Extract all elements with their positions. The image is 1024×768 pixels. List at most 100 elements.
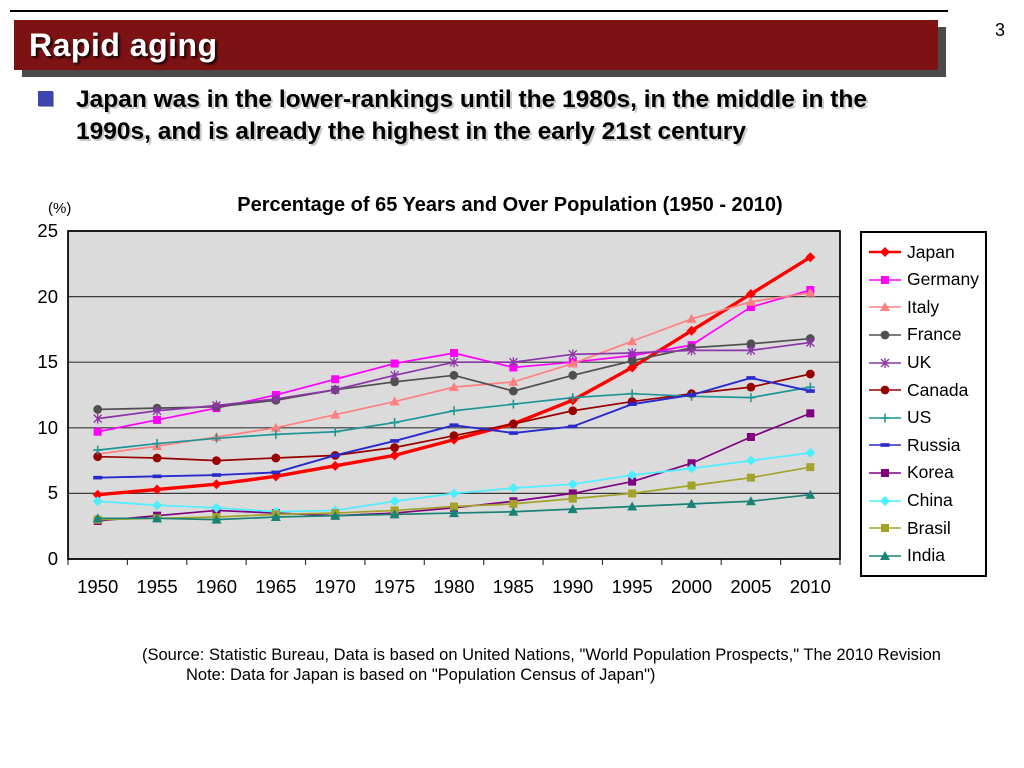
legend-label: US (907, 407, 932, 428)
bullet-text-line2: 1990s, and is already the highest in the… (76, 118, 746, 145)
legend-marker-sample (880, 247, 890, 258)
series-marker-russia (211, 473, 221, 477)
series-marker-france (508, 386, 518, 396)
legend-item-korea: Korea (867, 464, 985, 481)
y-axis-tick-label: 20 (37, 285, 58, 307)
series-marker-india (449, 508, 459, 518)
series-marker-india (270, 512, 281, 522)
series-marker-canada (508, 419, 518, 429)
y-axis-tick-label: 15 (37, 351, 58, 373)
series-marker-brasil (806, 463, 815, 472)
x-axis-tick-label: 1955 (136, 576, 178, 597)
series-marker-italy (330, 409, 341, 419)
series-marker-russia (746, 376, 756, 380)
series-marker-france (746, 339, 756, 349)
legend-item-germany: Germany (867, 270, 985, 288)
series-marker-uk (687, 345, 696, 356)
series-marker-us (211, 433, 221, 443)
series-marker-canada (152, 453, 162, 463)
series-marker-uk (508, 357, 518, 368)
legend-marker-sample (881, 468, 889, 477)
series-marker-korea (746, 432, 755, 441)
series-marker-india (92, 513, 103, 523)
series-marker-russia (93, 475, 103, 480)
legend-marker-sample (880, 550, 890, 560)
legend-marker-sample (880, 385, 890, 395)
series-marker-russia (152, 474, 162, 479)
legend-label: Brasil (907, 517, 951, 538)
series-marker-china (627, 470, 638, 481)
legend-item-france: France (867, 326, 985, 343)
series-marker-japan (152, 484, 163, 495)
series-marker-germany (331, 375, 340, 384)
diamond-marker-icon (869, 247, 901, 258)
series-marker-france (93, 405, 103, 414)
series-marker-china (152, 500, 163, 511)
series-marker-korea (628, 477, 637, 486)
x-axis-tick-label: 1950 (77, 576, 119, 597)
series-marker-china (389, 496, 400, 507)
series-marker-italy (805, 287, 816, 297)
series-marker-india (152, 513, 163, 523)
series-marker-korea (687, 459, 696, 468)
dash-marker-icon (869, 443, 901, 448)
series-marker-us (93, 445, 103, 455)
series-marker-france (627, 356, 637, 366)
series-marker-russia (271, 470, 281, 475)
series-marker-germany (93, 427, 102, 436)
series-marker-japan (389, 450, 400, 461)
series-marker-italy (508, 376, 519, 386)
legend-item-uk: UK (867, 352, 985, 373)
legend-marker-sample (880, 302, 890, 312)
series-marker-uk (805, 337, 815, 348)
legend-item-russia: Russia (867, 436, 985, 454)
series-marker-korea (568, 489, 577, 498)
series-marker-italy (686, 313, 697, 323)
series-marker-china (745, 455, 756, 466)
series-marker-uk (330, 384, 340, 395)
triangle-marker-icon (869, 302, 901, 312)
series-marker-us (390, 418, 400, 428)
legend-item-japan: Japan (867, 241, 985, 262)
series-marker-india (627, 501, 638, 511)
series-marker-brasil (509, 499, 518, 508)
legend-label: France (907, 324, 962, 345)
triangle-marker-icon (869, 550, 901, 560)
series-marker-russia (687, 393, 697, 397)
circle-marker-icon (869, 330, 901, 340)
legend-label: Italy (907, 296, 940, 317)
square-marker-icon (869, 524, 901, 533)
x-axis-tick-label: 1995 (611, 576, 653, 597)
legend-marker-sample (880, 330, 890, 340)
series-marker-russia (568, 424, 578, 429)
legend-label: Japan (907, 241, 955, 262)
x-axis-tick-label: 1985 (492, 576, 534, 597)
legend-marker-sample (880, 495, 890, 506)
series-marker-us (627, 389, 637, 399)
legend-item-india: India (867, 547, 985, 564)
series-marker-japan (211, 479, 222, 490)
series-marker-uk (93, 413, 103, 424)
series-marker-brasil (450, 502, 458, 511)
series-marker-russia (330, 453, 340, 458)
x-axis-tick-label: 1990 (552, 576, 594, 597)
series-marker-brasil (628, 489, 637, 498)
series-marker-china (805, 447, 816, 458)
series-marker-china (567, 479, 578, 490)
legend-label: UK (907, 352, 932, 373)
series-marker-canada (212, 456, 221, 465)
slide-title-bar: Rapid aging (14, 20, 938, 70)
bullet-text-line1: Japan was in the lower-rankings until th… (76, 86, 867, 113)
series-marker-brasil (746, 473, 755, 482)
series-marker-india (389, 509, 400, 519)
series-marker-india (508, 506, 519, 516)
series-marker-us (152, 439, 162, 449)
legend-label: China (907, 490, 953, 511)
series-marker-japan (805, 252, 816, 263)
series-marker-china (449, 488, 459, 499)
x-axis-tick-label: 1975 (374, 576, 416, 597)
series-marker-germany (450, 349, 458, 358)
diamond-marker-icon (869, 495, 901, 506)
series-marker-japan (686, 325, 697, 336)
series-marker-france (390, 377, 400, 387)
